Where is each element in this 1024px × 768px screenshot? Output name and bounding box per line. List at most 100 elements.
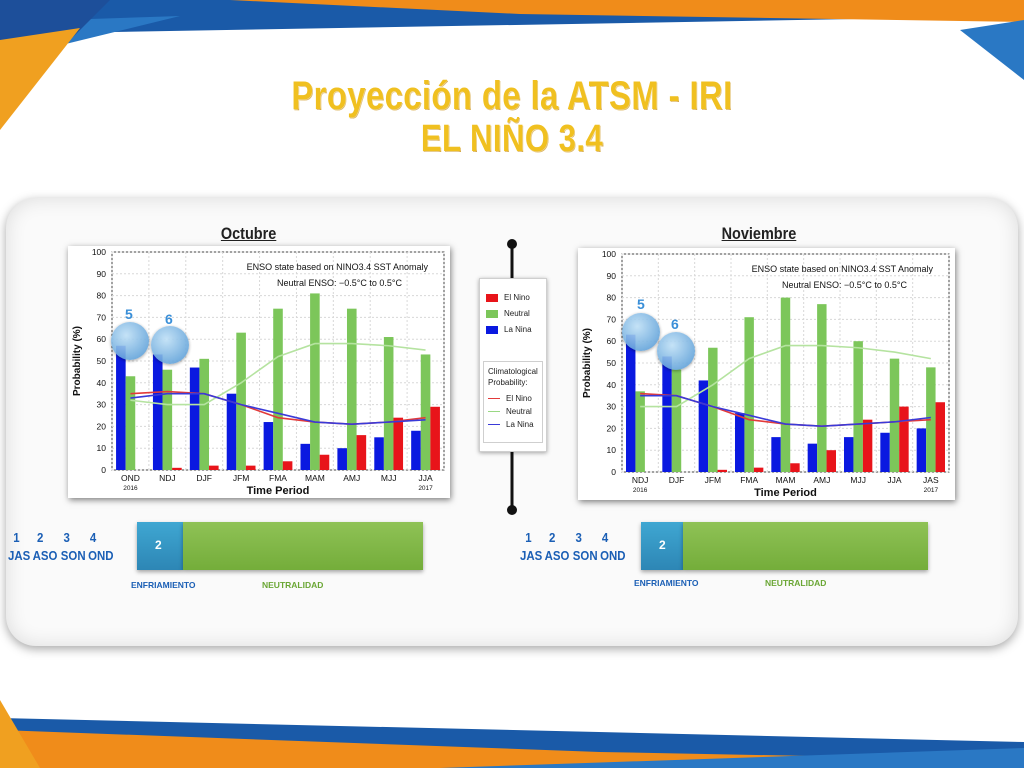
slide-subtitle: EL NIÑO 3.4 [420, 118, 604, 160]
legend-el-nino-label: El Nino [504, 293, 530, 302]
season-name: OND [88, 548, 114, 563]
x-tick-label: JJA [418, 473, 433, 483]
bar-el-nino [717, 469, 728, 472]
x-tick-label: JJA [887, 475, 902, 485]
bar-neutral [236, 332, 246, 470]
bar-neutral [310, 293, 320, 470]
year-label-start: 2016 [633, 487, 648, 494]
y-tick-label: 50 [607, 358, 617, 368]
y-tick-label: 70 [607, 314, 617, 324]
bar-el-nino [430, 406, 440, 470]
bar-el-nino [393, 417, 404, 470]
bar-la-nina [411, 430, 421, 470]
highlight-bubble [622, 313, 660, 351]
x-tick-label: MJJ [850, 475, 866, 485]
bubble-label: 6 [165, 311, 173, 327]
enfriamiento-label-octubre: ENFRIAMIENTO [131, 580, 196, 590]
y-tick-label: 40 [97, 378, 107, 388]
x-tick-label: JAS [923, 475, 939, 485]
enfriamiento-label-noviembre: ENFRIAMIENTO [634, 578, 699, 588]
chart-title: ENSO state based on NINO3.4 SST Anomaly [752, 264, 934, 274]
x-tick-label: MAM [305, 473, 325, 483]
x-axis-label: Time Period [754, 487, 817, 499]
season-name: OND [600, 548, 626, 563]
legend-el-nino: El Nino [486, 293, 530, 302]
chart-subtitle: Neutral ENSO: −0.5°C to 0.5°C [277, 278, 403, 288]
y-tick-label: 40 [607, 380, 617, 390]
x-tick-label: JFM [705, 475, 722, 485]
bar-la-nina [807, 443, 818, 472]
y-tick-label: 20 [97, 421, 107, 431]
bar-neutral [383, 337, 394, 470]
neutralidad-bar-noviembre [683, 522, 928, 570]
bar-la-nina [116, 345, 126, 470]
bubble-label: 5 [637, 296, 645, 312]
bar-el-nino [790, 463, 800, 472]
highlight-bubble [151, 326, 189, 364]
chart-octubre-svg: 0 10 20 30 40 50 60 70 80 90 100 OND NDJ DJF JFM FMA MAM… [72, 247, 445, 497]
bar-la-nina [337, 448, 347, 470]
bar-la-nina [843, 437, 854, 472]
x-tick-label: AMJ [813, 475, 830, 485]
bar-el-nino [172, 467, 182, 470]
season-number: 2 [549, 530, 556, 545]
bar-el-nino [356, 435, 367, 470]
bar-el-nino [319, 454, 330, 470]
season-number: 4 [89, 530, 97, 545]
clim-neutral-label: Neutral [506, 407, 532, 416]
bar-la-nina [189, 367, 200, 470]
bar-el-nino [826, 450, 837, 472]
x-tick-label: NDJ [159, 473, 176, 483]
bar-el-nino [935, 402, 946, 472]
legend-el-nino-swatch [486, 293, 498, 302]
legend-clim-el-nino: El Nino [488, 394, 532, 403]
legend-neutral: Neutral [486, 309, 530, 318]
bar-el-nino [245, 465, 256, 470]
bar-la-nina [263, 422, 274, 470]
month-label-noviembre: Noviembre [721, 224, 797, 243]
bar-neutral [273, 308, 283, 470]
legend-clim-la-nina: La Nina [488, 420, 534, 429]
bar-neutral [671, 369, 682, 472]
chart-title: ENSO state based on NINO3.4 SST Anomaly [247, 262, 429, 272]
year-label-end: 2017 [418, 485, 433, 492]
legend-neutral-swatch [486, 309, 498, 318]
season-name: JAS [520, 548, 543, 563]
climatology-line-la-nina [130, 392, 426, 426]
y-tick-label: 60 [97, 334, 107, 344]
chart-noviembre-svg: 0 10 20 30 40 50 60 70 80 90 100 NDJ DJF JFM FMA MAM AMJ… [582, 249, 950, 499]
clim-neutral-line-swatch [488, 411, 500, 413]
chart-noviembre: 0 10 20 30 40 50 60 70 80 90 100 NDJ DJF JFM FMA MAM AMJ… [578, 248, 955, 500]
month-label-octubre: Octubre [220, 224, 277, 243]
season-number: 3 [575, 530, 582, 545]
bar-la-nina [734, 413, 745, 472]
bar-neutral [708, 347, 718, 472]
bar-neutral [817, 304, 827, 472]
slide-title: Proyección de la ATSM - IRI [291, 74, 733, 118]
climatology-line-la-nina [640, 394, 931, 428]
legend-la-nina: La Nina [486, 325, 532, 334]
season-number: 1 [525, 530, 532, 545]
enfriamiento-value: 2 [155, 538, 162, 552]
y-axis-label: Probability (%) [72, 326, 83, 396]
year-label-start: 2016 [123, 485, 138, 492]
bar-neutral [199, 358, 210, 470]
neutralidad-bar-octubre [183, 522, 423, 570]
climatology-line-neutral [130, 342, 426, 406]
bar-la-nina [662, 356, 672, 472]
y-tick-label: 100 [92, 247, 106, 257]
y-tick-label: 90 [97, 269, 107, 279]
enfriamiento-bar-noviembre: 2 [641, 522, 683, 570]
y-tick-label: 0 [611, 467, 616, 477]
enfriamiento-value: 2 [659, 538, 666, 552]
season-name: ASO [32, 548, 58, 563]
season-number: 3 [63, 530, 70, 545]
bubble-label: 6 [671, 316, 679, 332]
bar-neutral [420, 354, 431, 470]
bar-la-nina [152, 354, 163, 470]
bar-neutral [162, 369, 173, 470]
chart-legend: El Nino Neutral La Nina Climatological P… [479, 278, 547, 452]
y-tick-label: 30 [97, 400, 107, 410]
bar-neutral [853, 341, 863, 472]
season-number: 4 [601, 530, 609, 545]
